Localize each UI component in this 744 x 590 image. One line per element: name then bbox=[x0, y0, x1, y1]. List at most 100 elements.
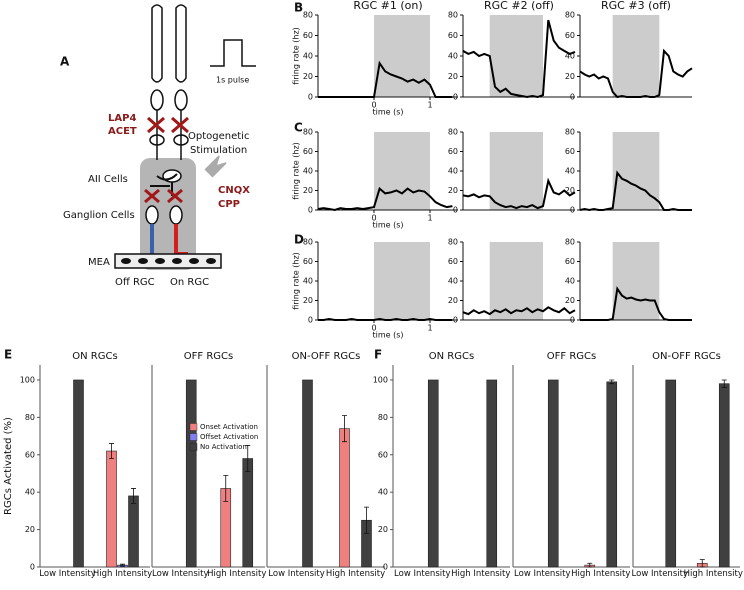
rgc-label: On RGC bbox=[170, 277, 209, 288]
y-tick-label: 60 bbox=[25, 450, 35, 459]
y-tick-label: 40 bbox=[303, 167, 313, 176]
cell-label: AII Cells bbox=[88, 174, 128, 185]
stimulus-shade bbox=[374, 15, 430, 97]
firing-rate-line bbox=[580, 286, 692, 321]
y-tick-label: 80 bbox=[565, 11, 575, 20]
bar bbox=[185, 379, 197, 568]
bar bbox=[242, 458, 254, 568]
firing-rate-line bbox=[318, 317, 453, 321]
y-tick-label: 0 bbox=[570, 206, 575, 215]
stimulus-shade bbox=[374, 242, 430, 320]
chart-title: OFF RGCs bbox=[184, 351, 233, 362]
y-tick-label: 40 bbox=[565, 52, 575, 61]
y-tick-label: 0 bbox=[453, 206, 458, 215]
chart-title: OFF RGCs bbox=[547, 351, 596, 362]
x-tick-label: 0 bbox=[371, 324, 376, 333]
chart-title: RGC #2 (off) bbox=[484, 0, 554, 12]
x-tick-label-box: Low Intensity bbox=[394, 569, 451, 579]
mea-label: MEA bbox=[88, 257, 110, 268]
y-axis-label: RGCs Activated (%) bbox=[3, 417, 14, 515]
drug-label: LAP4 bbox=[108, 113, 136, 124]
y-tick-label: 0 bbox=[30, 563, 35, 572]
x-tick-label: Low Intensity bbox=[39, 569, 96, 579]
bar bbox=[339, 428, 350, 568]
x-tick-label: 0 bbox=[371, 214, 376, 223]
x-axis-label: time (s) bbox=[372, 221, 403, 230]
y-tick-label: 40 bbox=[565, 167, 575, 176]
y-tick-label: 20 bbox=[303, 186, 313, 195]
x-tick-label-box: Low Intensity bbox=[39, 569, 96, 579]
x-tick-label-box: High Intensity bbox=[683, 569, 743, 579]
drug-label: ACET bbox=[108, 126, 137, 137]
bar bbox=[73, 379, 84, 568]
bar bbox=[718, 383, 730, 568]
y-tick-label: 80 bbox=[303, 11, 313, 20]
panel-letter: E bbox=[4, 348, 12, 362]
y-tick-label: 60 bbox=[448, 257, 458, 266]
legend-swatch bbox=[189, 433, 198, 441]
firing-rate-line bbox=[318, 60, 453, 98]
bar bbox=[106, 450, 117, 568]
error-bar bbox=[699, 559, 705, 568]
firing-rate-line bbox=[462, 177, 576, 210]
stimulus-shade bbox=[612, 15, 660, 97]
stimulation-label: Optogenetic bbox=[188, 131, 249, 142]
panel-letter: D bbox=[294, 233, 304, 247]
y-tick-label: 80 bbox=[378, 413, 388, 422]
y-tick-label: 0 bbox=[570, 93, 575, 102]
panel-letter: A bbox=[60, 55, 70, 69]
y-tick-label: 60 bbox=[303, 147, 313, 156]
error-bar bbox=[364, 506, 369, 534]
y-tick-label: 0 bbox=[453, 93, 458, 102]
y-tick-label: 100 bbox=[373, 375, 388, 384]
x-tick-label: High Intensity bbox=[92, 569, 153, 579]
firing-rate-line bbox=[317, 186, 453, 212]
stimulus-shade bbox=[612, 242, 660, 320]
y-tick-label: 0 bbox=[453, 316, 458, 325]
x-tick-label: Low Intensity bbox=[394, 569, 451, 579]
panel-letter: B bbox=[294, 1, 303, 15]
x-tick-label: High Intensity bbox=[683, 569, 743, 579]
y-tick-label: 40 bbox=[378, 488, 388, 497]
x-tick-label: High Intensity bbox=[325, 569, 386, 579]
x-tick-label-box: High Intensity bbox=[571, 569, 631, 579]
x-tick-label: Low Intensity bbox=[514, 569, 571, 579]
y-tick-label: 40 bbox=[448, 277, 458, 286]
x-axis-label: time (s) bbox=[372, 108, 403, 117]
x-tick-label-box: High Intensity bbox=[92, 569, 153, 579]
legend-swatch bbox=[189, 423, 198, 431]
firing-rate-line bbox=[462, 306, 576, 316]
bar bbox=[665, 379, 677, 568]
chart-title: ON RGCs bbox=[429, 351, 474, 362]
drug-label: CNQX bbox=[218, 185, 250, 196]
y-tick-label: 80 bbox=[448, 11, 458, 20]
y-tick-label: 20 bbox=[448, 296, 458, 305]
y-tick-label: 40 bbox=[448, 52, 458, 61]
y-axis-label: firing rate (hz) bbox=[292, 27, 301, 85]
x-tick-label: High Intensity bbox=[571, 569, 631, 579]
error-bar bbox=[109, 443, 114, 459]
x-tick-label-box: Low Intensity bbox=[268, 569, 324, 579]
y-axis-label: firing rate (hz) bbox=[292, 252, 301, 310]
y-tick-label: 40 bbox=[303, 277, 313, 286]
y-tick-label: 100 bbox=[20, 375, 35, 384]
bar bbox=[427, 379, 439, 568]
x-tick-label-box: Low Intensity bbox=[514, 569, 571, 579]
y-tick-label: 80 bbox=[303, 128, 313, 137]
y-tick-label: 20 bbox=[565, 296, 575, 305]
x-tick-label-box: Low Intensity bbox=[152, 569, 208, 579]
bar bbox=[128, 495, 139, 568]
y-tick-label: 20 bbox=[303, 72, 313, 81]
y-tick-label: 0 bbox=[308, 93, 313, 102]
y-tick-label: 60 bbox=[303, 257, 313, 266]
x-tick-label-box: High Intensity bbox=[325, 569, 386, 579]
y-tick-label: 80 bbox=[448, 238, 458, 247]
chart-title: RGC #3 (off) bbox=[601, 0, 671, 12]
bar bbox=[302, 379, 313, 568]
y-tick-label: 0 bbox=[570, 316, 575, 325]
x-tick-label-box: Low Intensity bbox=[632, 569, 688, 579]
y-tick-label: 60 bbox=[448, 31, 458, 40]
x-tick-label: 1 bbox=[427, 101, 432, 110]
x-tick-label: High Intensity bbox=[207, 569, 267, 579]
